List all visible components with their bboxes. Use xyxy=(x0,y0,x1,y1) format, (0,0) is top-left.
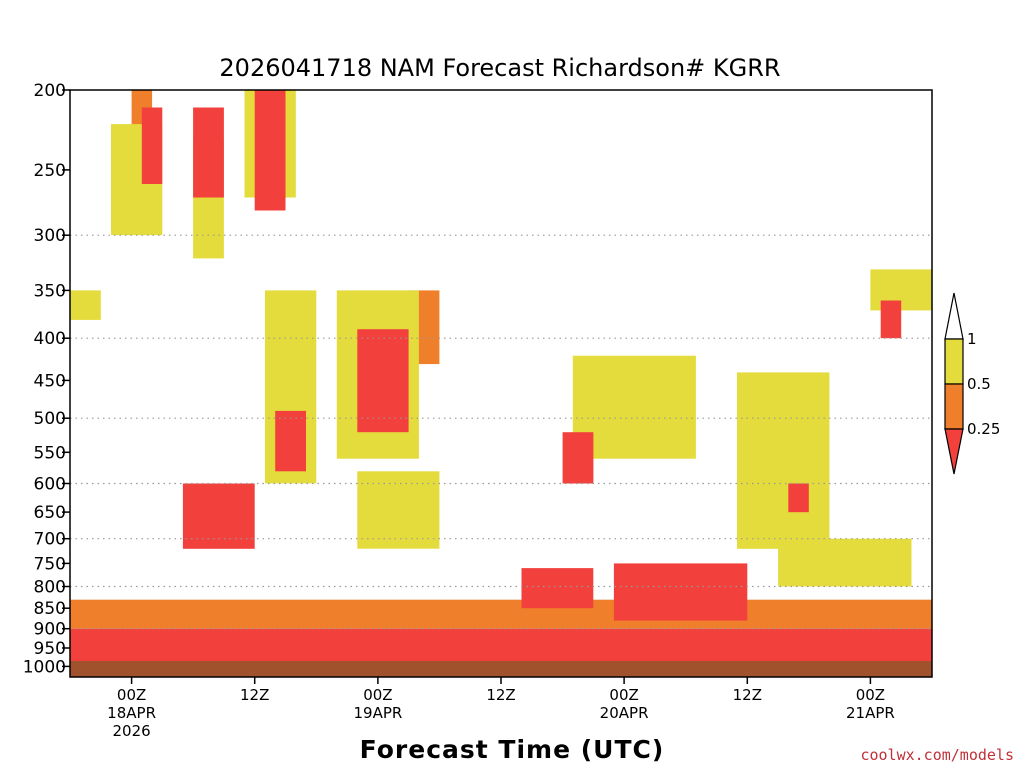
x-tick-label: 00Z xyxy=(363,686,392,704)
ri-region-yellow xyxy=(70,290,101,320)
x-tick-label: 12Z xyxy=(733,686,762,704)
ri-region-orange xyxy=(70,599,932,629)
ri-region-red xyxy=(275,410,306,472)
legend-bin-red xyxy=(944,428,964,475)
ri-region-red xyxy=(193,107,224,198)
x-tick-label: 00Z xyxy=(856,686,885,704)
y-tick-label: 500 xyxy=(34,409,66,429)
x-tick-label: 00Z xyxy=(609,686,638,704)
y-tick-label: 300 xyxy=(34,226,66,246)
legend-label: 1 xyxy=(967,330,977,348)
y-tick-label: 600 xyxy=(34,475,66,495)
y-tick-label: 350 xyxy=(34,281,66,301)
ri-region-red xyxy=(182,483,255,549)
ground-fill xyxy=(70,661,932,677)
ri-region-red xyxy=(254,90,286,211)
x-tick-label: 00Z xyxy=(117,686,146,704)
legend-label: 0.5 xyxy=(967,375,991,393)
x-tick-label: 2026 xyxy=(113,722,151,740)
ri-region-red xyxy=(70,628,932,661)
y-tick-label: 450 xyxy=(34,371,66,391)
x-tick-label: 19APR xyxy=(353,704,402,722)
y-tick-label: 250 xyxy=(34,161,66,181)
y-tick-label: 1000 xyxy=(23,657,66,677)
y-axis: 200 250 300 350 400 450 500 550 600 650 700 750 8008… xyxy=(23,81,70,677)
plot-area xyxy=(70,90,932,661)
credit-text: coolwx.com/models xyxy=(860,746,1014,764)
ri-region-yellow xyxy=(778,538,912,587)
y-tick-label: 200 xyxy=(34,81,66,101)
legend-bin-yellow xyxy=(944,338,964,385)
y-tick-label: 650 xyxy=(34,503,66,523)
y-tick-label: 950 xyxy=(34,639,66,659)
x-tick-label: 12Z xyxy=(240,686,269,704)
ri-region-red xyxy=(521,568,594,609)
legend-bin-orange xyxy=(944,383,964,430)
x-tick-label: 20APR xyxy=(600,704,649,722)
x-tick-label: 12Z xyxy=(486,686,515,704)
x-axis-label: Forecast Time (UTC) xyxy=(360,735,665,764)
x-tick-label: 18APR xyxy=(107,704,156,722)
ri-region-red xyxy=(141,107,163,184)
ri-region-red xyxy=(880,300,902,339)
ri-region-red xyxy=(788,483,809,513)
x-tick-label: 21APR xyxy=(846,704,895,722)
ri-region-red xyxy=(613,563,748,621)
y-tick-label: 800 xyxy=(34,578,66,598)
y-tick-label: 750 xyxy=(34,554,66,574)
legend-label: 0.25 xyxy=(967,420,1000,438)
legend: 1 0.5 0.25 xyxy=(944,292,1000,475)
ri-region-yellow xyxy=(737,372,830,549)
y-tick-label: 700 xyxy=(34,530,66,550)
y-tick-label: 550 xyxy=(34,443,66,463)
y-tick-label: 900 xyxy=(34,620,66,640)
chart-title: 2026041718 NAM Forecast Richardson# KGRR xyxy=(219,54,780,82)
ground-layer xyxy=(70,661,932,677)
gridlines xyxy=(70,234,932,630)
y-tick-label: 400 xyxy=(34,329,66,349)
y-tick-label: 850 xyxy=(34,599,66,619)
ri-region-red xyxy=(357,329,409,433)
ri-region-yellow xyxy=(357,471,440,549)
ri-region-red xyxy=(562,432,594,484)
